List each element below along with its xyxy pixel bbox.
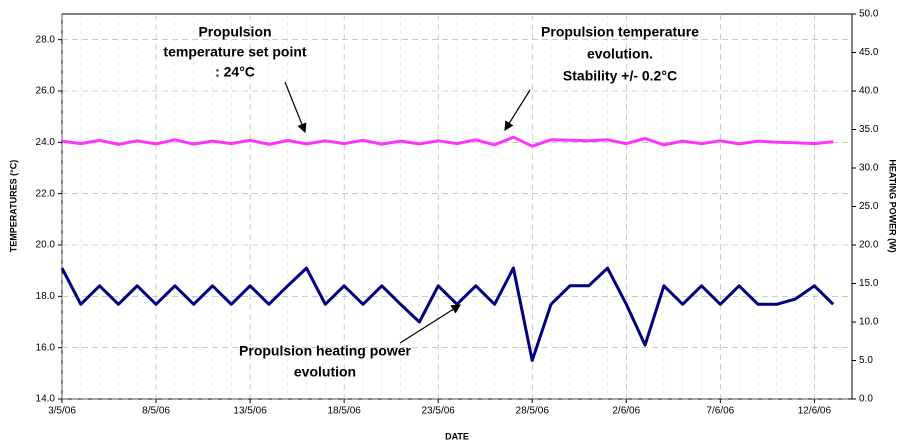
annotation: Propulsion temperature [541, 24, 699, 40]
x-tick-label: 7/6/06 [706, 406, 734, 417]
arrow [399, 304, 462, 344]
series-line [61, 135, 834, 148]
y-tick-label: 14.0 [36, 394, 56, 405]
grid [61, 14, 852, 400]
annotations: Propulsion temperature set point : 24°C Pro… [163, 24, 699, 380]
x-tick-label: 13/5/06 [233, 406, 267, 417]
x-tick-label: 18/5/06 [327, 406, 361, 417]
x-tick-label: 28/5/06 [516, 406, 550, 417]
y2-tick-label: 0.0 [859, 394, 873, 405]
arrow [284, 81, 307, 134]
series [60, 135, 835, 362]
y-tick-label: 24.0 [36, 137, 56, 148]
annotation: Propulsion heating power [239, 343, 411, 359]
y-tick-label: 18.0 [36, 291, 56, 302]
y2-tick-label: 40.0 [859, 86, 879, 97]
x-tick-label: 8/5/06 [142, 406, 170, 417]
annotation: Stability +/- 0.2°C [563, 68, 677, 84]
y2-tick-label: 20.0 [859, 240, 879, 251]
y2-tick-label: 35.0 [859, 124, 879, 135]
x-tick-label: 23/5/06 [422, 406, 456, 417]
y2-tick-label: 15.0 [859, 278, 879, 289]
x-axis-title: DATE [445, 431, 469, 441]
y2-tick-label: 30.0 [859, 163, 879, 174]
annotation: evolution. [587, 46, 653, 62]
x-tick-label: 2/6/06 [612, 406, 640, 417]
y2-tick-label: 5.0 [859, 355, 873, 366]
y2-axis-title: HEATING POWER (W) [888, 159, 898, 252]
arrow [504, 89, 531, 132]
annotation: Propulsion [198, 24, 271, 40]
y2-tick-label: 25.0 [859, 201, 879, 212]
x-tick-label: 12/6/06 [798, 406, 832, 417]
series-line [60, 266, 835, 362]
y-tick-label: 20.0 [36, 240, 56, 251]
annotation: temperature set point [163, 44, 306, 60]
y-tick-label: 22.0 [36, 188, 56, 199]
y2-tick-label: 50.0 [859, 9, 879, 20]
y2-tick-label: 10.0 [859, 317, 879, 328]
annotation: : 24°C [215, 64, 255, 80]
annotation: evolution [294, 364, 356, 380]
x-tick-label: 3/5/06 [48, 406, 76, 417]
y-tick-label: 26.0 [36, 86, 56, 97]
y2-tick-label: 45.0 [859, 47, 879, 58]
y-tick-label: 28.0 [36, 34, 56, 45]
y-tick-label: 16.0 [36, 342, 56, 353]
y-axis-title: TEMPERATURES (°C) [8, 160, 18, 252]
